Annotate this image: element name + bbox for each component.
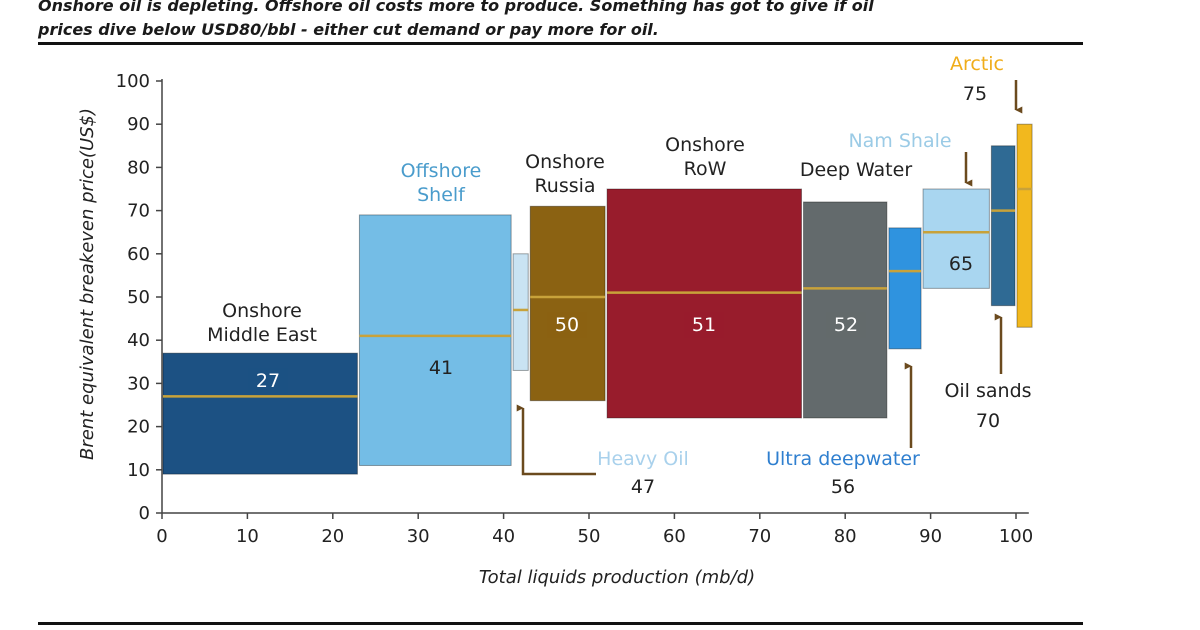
top-rule xyxy=(38,42,1083,45)
x-tick-label: 40 xyxy=(492,526,515,547)
segment-value-deep-water: 52 xyxy=(834,314,858,336)
segment-name-line: Ultra deepwater xyxy=(766,448,920,470)
segment-name-deep-water: Deep Water xyxy=(800,159,912,181)
y-tick-label: 0 xyxy=(139,503,150,524)
segment-name-line: Oil sands xyxy=(944,380,1031,402)
y-tick-label: 60 xyxy=(127,244,150,265)
x-tick-label: 100 xyxy=(999,526,1033,547)
bar-heavy-oil xyxy=(512,253,529,371)
segment-name-ultra-deepwater: Ultra deepwater xyxy=(766,448,920,470)
y-tick-label: 50 xyxy=(127,287,150,308)
x-tick-label: 90 xyxy=(919,526,942,547)
segment-value-heavy-oil: 47 xyxy=(631,476,655,498)
y-ticks: 0 10 20 30 40 50 60 70 80 90 100 xyxy=(116,71,162,524)
segment-name-heavy-oil: Heavy Oil xyxy=(597,448,689,470)
arrows-group xyxy=(516,80,1023,476)
y-tick-label: 90 xyxy=(127,114,150,135)
segment-name-line: Arctic xyxy=(950,53,1004,75)
bottom-rule xyxy=(38,622,1083,625)
segment-name-line: Nam Shale xyxy=(848,130,951,152)
segment-name-line: RoW xyxy=(684,158,727,180)
segment-name-line: Onshore xyxy=(222,300,302,322)
bar-onshore-russia xyxy=(529,205,606,402)
x-tick-label: 50 xyxy=(578,526,601,547)
x-tick-label: 70 xyxy=(748,526,771,547)
bars-group xyxy=(162,123,1033,475)
segment-name-line: Onshore xyxy=(525,151,605,173)
bar-onshore-row xyxy=(606,188,803,419)
x-tick-label: 10 xyxy=(236,526,259,547)
x-tick-label: 60 xyxy=(663,526,686,547)
bar-arctic xyxy=(1016,123,1033,328)
y-tick-label: 100 xyxy=(116,71,150,92)
value-badge xyxy=(547,312,587,338)
caption-line-2: prices dive below USD80/bbl - either cut… xyxy=(38,20,659,39)
segment-value-arctic: 75 xyxy=(963,83,987,105)
segment-value-onshore-russia: 50 xyxy=(555,314,579,336)
bar-offshore-shelf xyxy=(358,214,512,466)
segment-name-line: Middle East xyxy=(207,324,317,346)
axes-group: 0 10 20 30 40 50 60 70 80 90 100 0 10 20 30 40 50 60 70 80… xyxy=(77,71,1033,588)
segment-name-oil-sands: Oil sands xyxy=(944,380,1031,402)
x-ticks: 0 10 20 30 40 50 60 70 80 90 100 xyxy=(156,513,1033,547)
bar-deep-water xyxy=(803,201,888,419)
y-axis-title: Brent equivalent breakeven price(US$) xyxy=(77,108,98,460)
segment-value-onshore-middle-east: 27 xyxy=(256,370,280,392)
x-tick-label: 30 xyxy=(407,526,430,547)
bar-nam-shale xyxy=(922,188,990,289)
segment-name-onshore-row: Onshore RoW xyxy=(665,134,745,180)
y-tick-label: 70 xyxy=(127,201,150,222)
x-tick-label: 20 xyxy=(321,526,344,547)
segment-value-oil-sands: 70 xyxy=(976,410,1000,432)
segment-name-onshore-russia: Onshore Russia xyxy=(525,151,605,197)
value-badge xyxy=(826,312,866,338)
y-tick-label: 20 xyxy=(127,417,150,438)
segment-name-onshore-middle-east: Onshore Middle East xyxy=(207,300,317,346)
segment-value-ultra-deepwater: 56 xyxy=(831,476,855,498)
y-tick-label: 80 xyxy=(127,157,150,178)
segment-name-line: Shelf xyxy=(417,184,466,206)
x-axis-title: Total liquids production (mb/d) xyxy=(479,567,755,588)
caption-line-1: Onshore oil is depleting. Offshore oil c… xyxy=(38,0,874,15)
y-tick-label: 40 xyxy=(127,330,150,351)
segment-name-nam-shale: Nam Shale xyxy=(848,130,951,152)
segment-name-line: Onshore xyxy=(665,134,745,156)
segment-value-nam-shale: 65 xyxy=(949,253,973,275)
segment-name-arctic: Arctic xyxy=(950,53,1004,75)
segment-value-onshore-row: 51 xyxy=(692,314,716,336)
y-tick-label: 30 xyxy=(127,373,150,394)
segment-value-offshore-shelf: 41 xyxy=(429,357,453,379)
caption: Onshore oil is depleting. Offshore oil c… xyxy=(38,0,1088,42)
segment-name-line: Offshore xyxy=(401,160,482,182)
segment-name-line: Heavy Oil xyxy=(597,448,689,470)
segment-name-line: Deep Water xyxy=(800,159,912,181)
segment-name-offshore-shelf: Offshore Shelf xyxy=(401,160,482,206)
heavy-oil-arrow xyxy=(516,404,596,476)
x-tick-label: 80 xyxy=(834,526,857,547)
x-tick-label: 0 xyxy=(156,526,167,547)
value-badge xyxy=(684,312,724,338)
bar-oil-sands xyxy=(990,145,1016,307)
bar-ultra-deepwater xyxy=(888,227,922,350)
y-tick-label: 10 xyxy=(127,460,150,481)
segment-name-line: Russia xyxy=(534,175,595,197)
value-badge xyxy=(248,368,288,394)
